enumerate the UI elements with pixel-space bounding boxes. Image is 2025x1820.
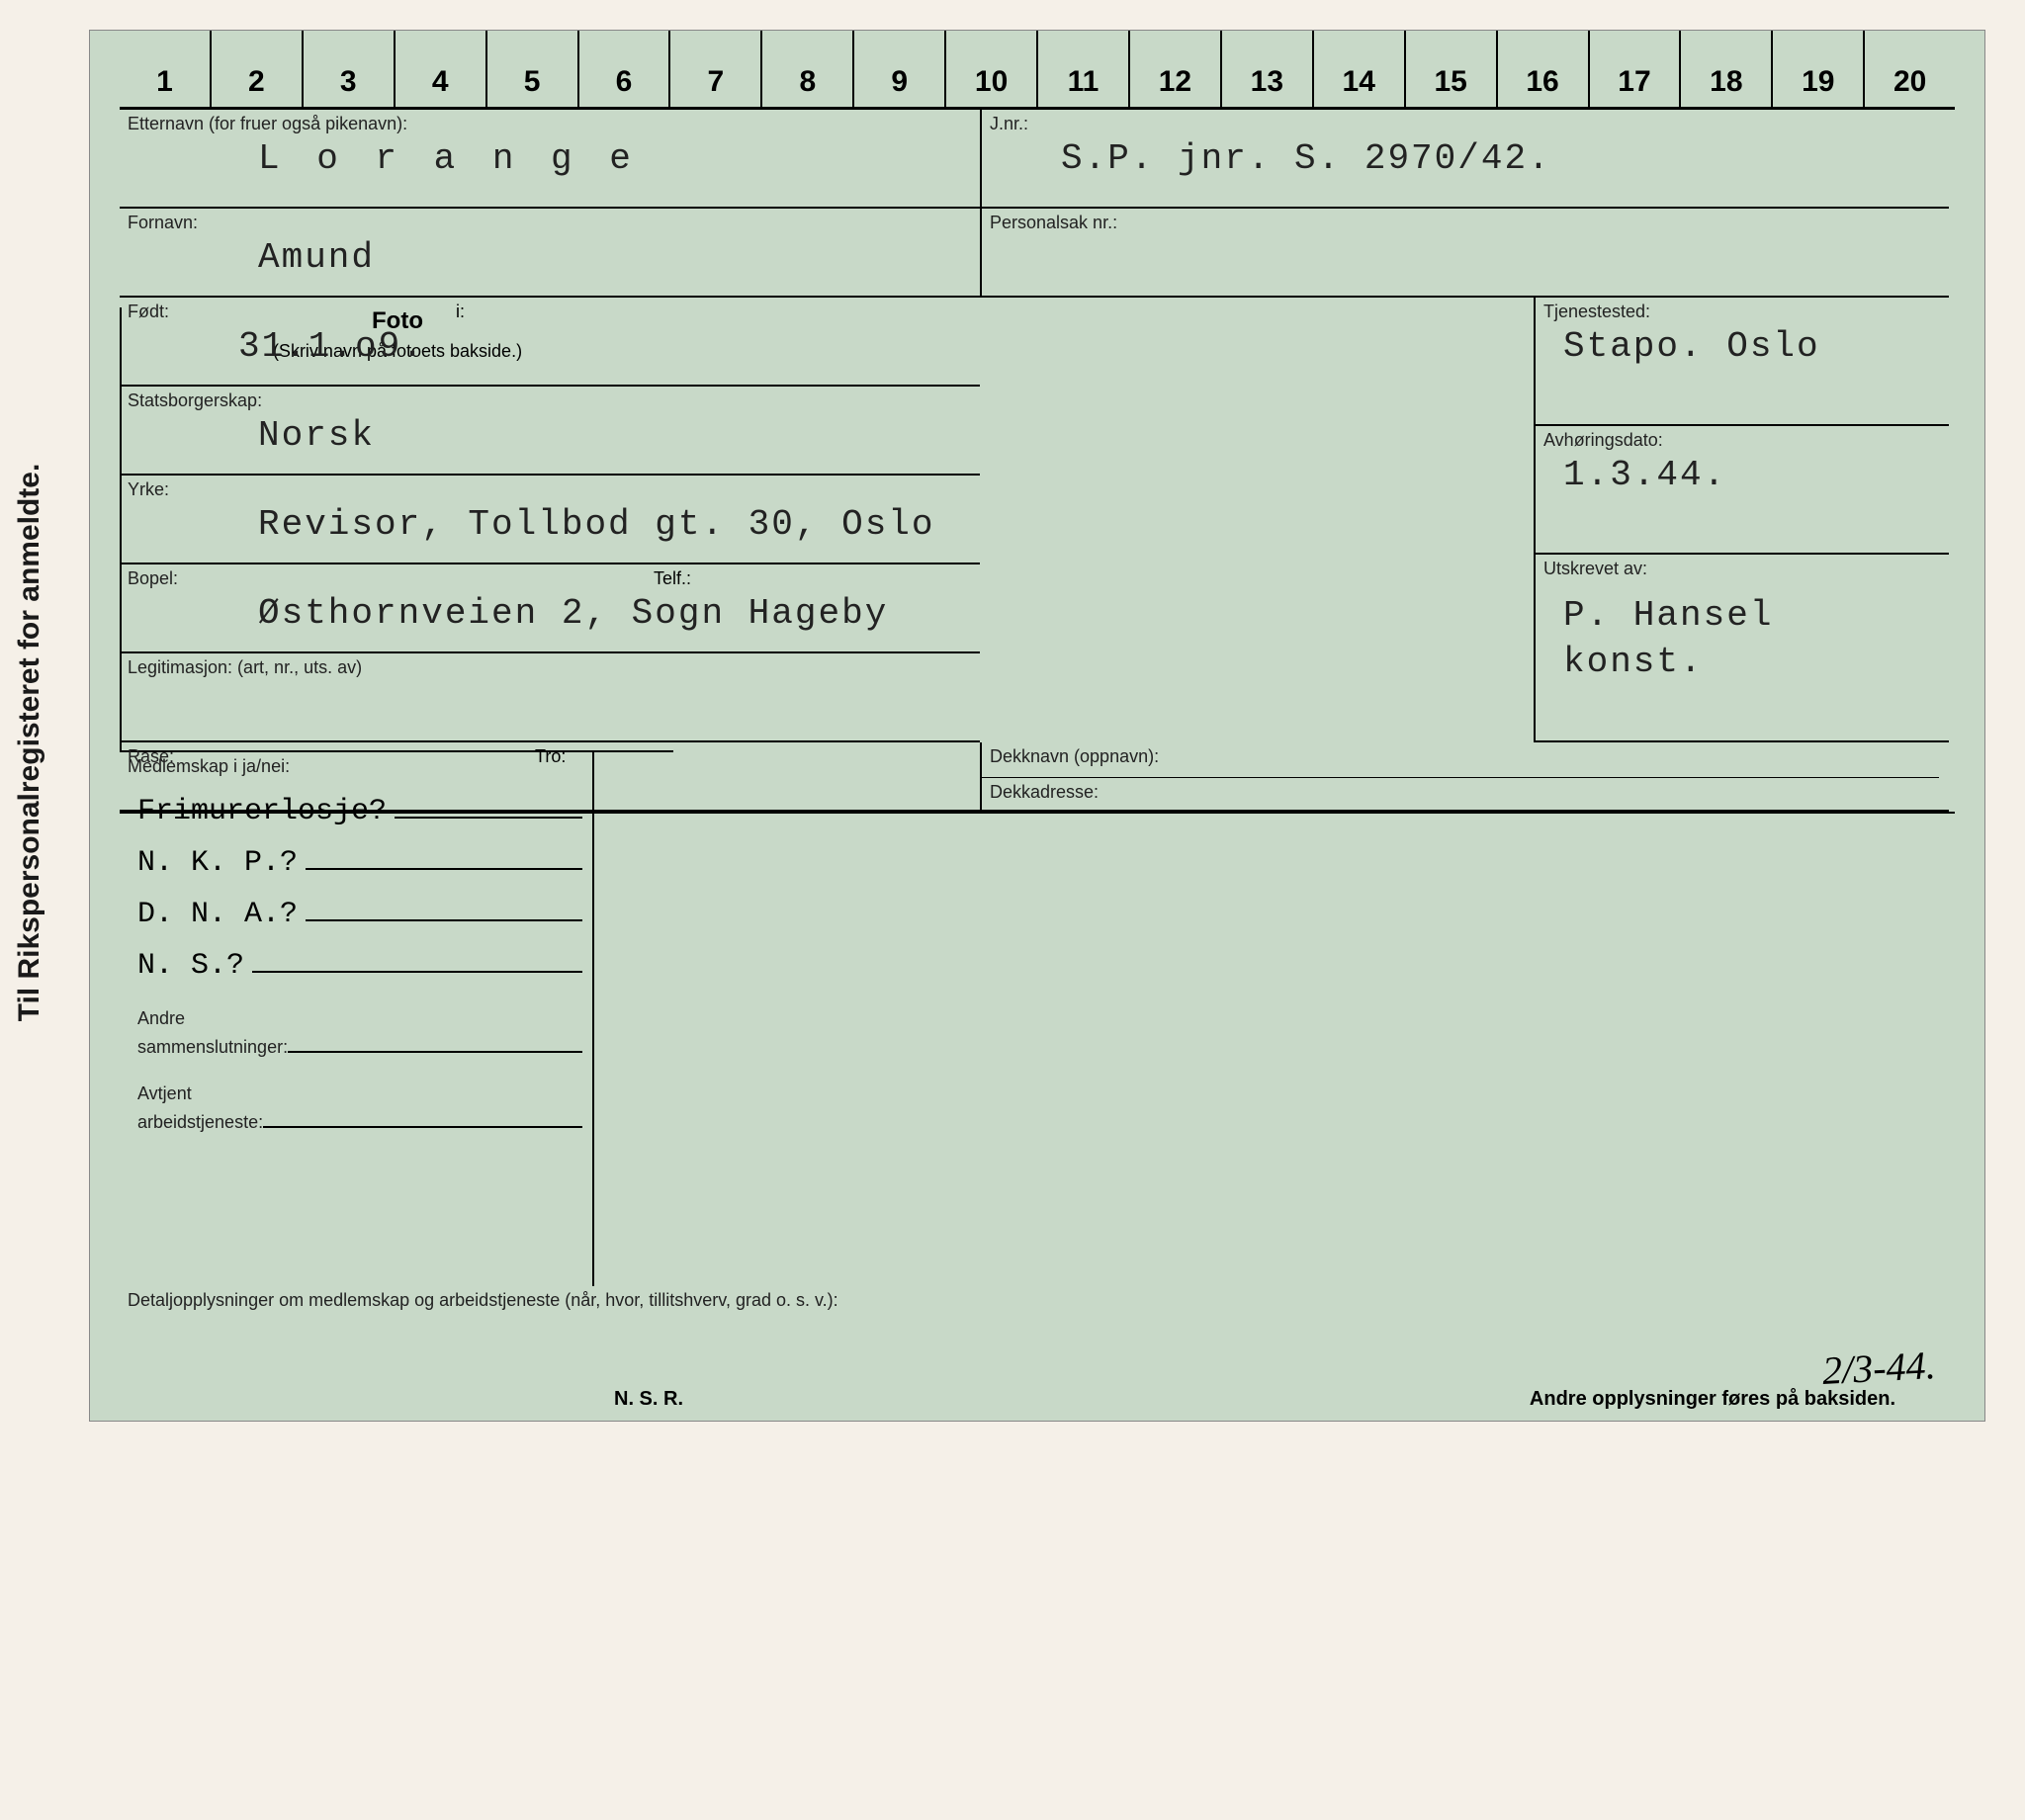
value-writer-2: konst.: [1536, 642, 1949, 688]
ruler-cell: 4: [394, 31, 485, 107]
value-firstname: Amund: [120, 233, 980, 284]
label-persnr: Personalsak nr.:: [982, 209, 1949, 233]
ruler-cell: 5: [485, 31, 577, 107]
field-writer: Utskrevet av: P. Hansel konst.: [1534, 555, 1949, 742]
ruler-cell: 7: [668, 31, 760, 107]
ruler-cell: 15: [1404, 31, 1496, 107]
field-legitimation: Legitimasjon: (art, nr., uts. av): [120, 653, 980, 742]
field-persnr: Personalsak nr.:: [980, 209, 1949, 298]
mem-label: Avtjent: [137, 1083, 582, 1104]
mem-row: D. N. A.?: [137, 898, 582, 931]
label-address: Bopel:: [120, 564, 980, 589]
field-jnr: J.nr.: S.P. jnr. S. 2970/42.: [980, 110, 1949, 209]
ruler-cell: 6: [577, 31, 669, 107]
value-occupation: Revisor, Tollbod gt. 30, Oslo: [120, 500, 980, 551]
ruler-cell: 17: [1588, 31, 1680, 107]
mem-blank: [263, 1104, 582, 1128]
mem-row: Andre sammenslutninger:: [137, 1008, 582, 1058]
field-nationality: Statsborgerskap: Norsk: [120, 387, 980, 476]
label-tro: Tro:: [535, 746, 566, 767]
field-firstname: Fornavn: Amund: [120, 209, 980, 298]
ruler-cell: 14: [1312, 31, 1404, 107]
value-writer-1: P. Hansel: [1536, 579, 1949, 642]
label-alias-addr: Dekkadresse:: [982, 778, 1949, 803]
mem-label: D. N. A.?: [137, 898, 298, 931]
label-nationality: Statsborgerskap:: [120, 387, 980, 411]
mem-blank: [306, 898, 582, 921]
value-hearing-date: 1.3.44.: [1536, 451, 1949, 501]
ruler-cell: 10: [944, 31, 1036, 107]
mem-row: N. K. P.?: [137, 846, 582, 880]
mem-label: sammenslutninger:: [137, 1037, 288, 1058]
label-born-i: i:: [456, 302, 465, 322]
ruler-cell: 13: [1220, 31, 1312, 107]
mem-label: Andre: [137, 1008, 582, 1029]
ruler-cell: 2: [210, 31, 302, 107]
mem-blank: [288, 1029, 582, 1053]
field-station: Tjenestested: Stapo. Oslo: [1534, 298, 1949, 426]
ruler-row: 1234567891011121314151617181920: [120, 31, 1955, 110]
label-jnr: J.nr.:: [982, 110, 1949, 134]
form-body: Etternavn (for fruer også pikenavn): L o…: [120, 110, 1955, 1421]
field-surname: Etternavn (for fruer også pikenavn): L o…: [120, 110, 980, 209]
nsr-mark: N. S. R.: [614, 1388, 683, 1411]
label-hearing-date: Avhøringsdato:: [1536, 426, 1949, 451]
value-born: 31.1.o9.: [120, 322, 980, 373]
value-jnr: S.P. jnr. S. 2970/42.: [982, 134, 1949, 185]
label-born: Født:: [120, 298, 980, 322]
field-occupation: Yrke: Revisor, Tollbod gt. 30, Oslo: [120, 476, 980, 564]
mem-label: N. S.?: [137, 949, 244, 983]
mem-blank: [252, 949, 582, 973]
mem-row: Avtjent arbeidstjeneste:: [137, 1083, 582, 1133]
ruler-cell: 20: [1863, 31, 1955, 107]
ruler-cell: 9: [852, 31, 944, 107]
mem-label: N. K. P.?: [137, 846, 298, 880]
field-race: Rase: Tro:: [120, 742, 980, 812]
ruler-cell: 12: [1128, 31, 1220, 107]
label-writer: Utskrevet av:: [1536, 555, 1949, 579]
label-telf: Telf.:: [654, 568, 691, 589]
label-alias-name: Dekknavn (oppnavn):: [982, 742, 1939, 767]
detail-box: Detaljopplysninger om medlemskap og arbe…: [120, 1286, 1474, 1820]
ruler-cell: 19: [1771, 31, 1863, 107]
value-station: Stapo. Oslo: [1536, 322, 1949, 373]
field-hearing-date: Avhøringsdato: 1.3.44.: [1534, 426, 1949, 555]
value-surname: L o r a n g e: [120, 134, 980, 185]
label-surname: Etternavn (for fruer også pikenavn):: [120, 110, 980, 134]
label-occupation: Yrke:: [120, 476, 980, 500]
label-station: Tjenestested:: [1536, 298, 1949, 322]
mem-row: N. S.?: [137, 949, 582, 983]
ruler-cell: 8: [760, 31, 852, 107]
field-born: Født: i: 31.1.o9.: [120, 298, 980, 387]
ruler-cell: 3: [302, 31, 394, 107]
field-address: Bopel: Telf.: Østhornveien 2, Sogn Hageb…: [120, 564, 980, 653]
registration-card: 1234567891011121314151617181920 Etternav…: [89, 30, 1985, 1422]
value-nationality: Norsk: [120, 411, 980, 462]
ruler-cell: 16: [1496, 31, 1588, 107]
ruler-cell: 18: [1679, 31, 1771, 107]
divider: [120, 812, 1955, 814]
label-detail: Detaljopplysninger om medlemskap og arbe…: [120, 1286, 1474, 1311]
ruler-cell: 1: [120, 31, 210, 107]
ruler-cell: 11: [1036, 31, 1128, 107]
side-label: Til Rikspersonalregisteret for anmeldte.: [13, 464, 46, 1022]
label-firstname: Fornavn:: [120, 209, 980, 233]
mem-blank: [306, 846, 582, 870]
page: Til Rikspersonalregisteret for anmeldte.…: [0, 0, 2025, 1451]
membership-box: Medlemskap i ja/nei: Frimurerlosje? N. K…: [120, 752, 594, 1286]
mem-label: arbeidstjeneste:: [137, 1112, 263, 1133]
handwritten-date: 2/3-44.: [1820, 1342, 1936, 1394]
label-legitimation: Legitimasjon: (art, nr., uts. av): [120, 653, 980, 678]
field-alias: Dekknavn (oppnavn): Dekkadresse:: [980, 742, 1949, 812]
value-address: Østhornveien 2, Sogn Hageby: [120, 589, 980, 640]
